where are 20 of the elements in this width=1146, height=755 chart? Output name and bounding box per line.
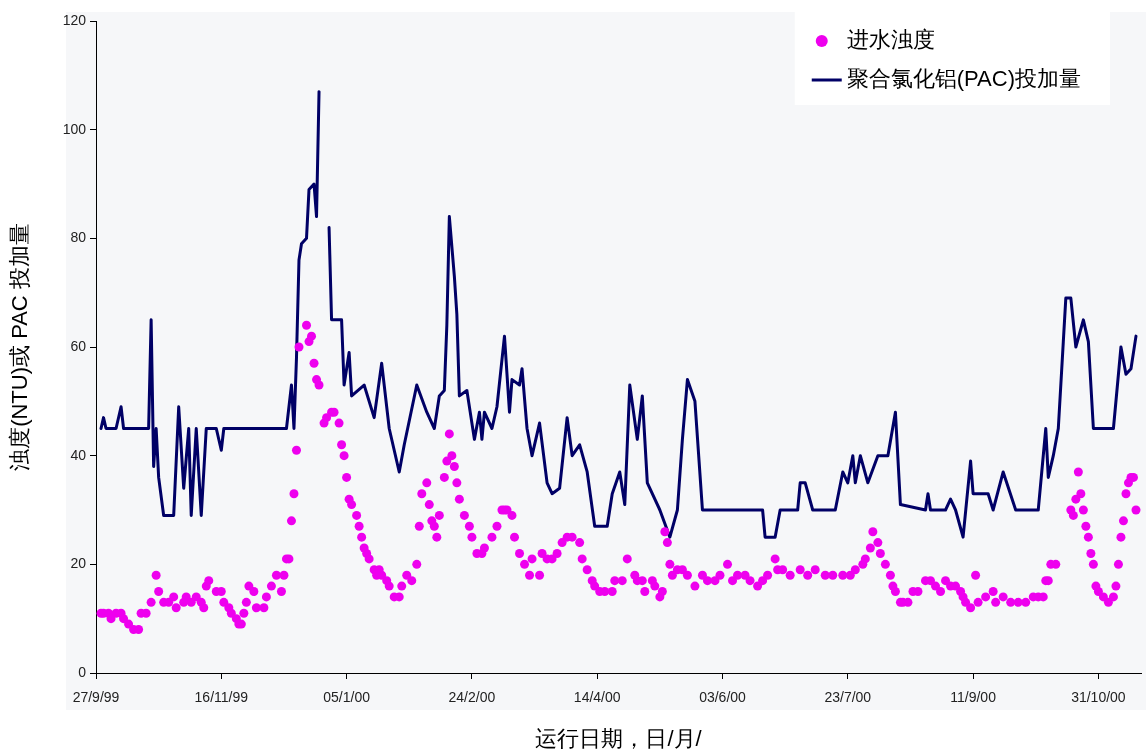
y-tick-label: 100 bbox=[62, 120, 87, 137]
y-tick-label: 20 bbox=[70, 555, 87, 572]
y-tick-label: 60 bbox=[70, 337, 87, 354]
x-tick-label: 24/2/00 bbox=[448, 689, 496, 706]
x-axis-title: 运行日期，日/月/ bbox=[535, 725, 703, 751]
x-tick-label: 23/7/00 bbox=[824, 689, 872, 706]
y-tick-label: 80 bbox=[70, 229, 87, 246]
x-tick-label: 27/9/99 bbox=[72, 689, 120, 706]
x-tick-label: 31/10/00 bbox=[1071, 689, 1126, 706]
x-tick-label: 14/4/00 bbox=[573, 689, 621, 706]
x-tick-label: 16/11/99 bbox=[194, 689, 249, 706]
legend-label: 聚合氯化铝(PAC)投加量 bbox=[846, 66, 1082, 92]
x-tick-label: 03/6/00 bbox=[699, 689, 747, 706]
x-tick-label: 11/9/00 bbox=[950, 689, 997, 706]
y-tick-label: 120 bbox=[62, 11, 87, 28]
y-tick-label: 40 bbox=[70, 446, 87, 463]
x-tick-label: 05/1/00 bbox=[323, 689, 371, 706]
legend-label: 进水浊度 bbox=[846, 27, 935, 53]
y-axis-title: 浊度(NTU)或 PAC 投加量 bbox=[7, 223, 33, 471]
y-tick-label: 0 bbox=[78, 663, 87, 680]
